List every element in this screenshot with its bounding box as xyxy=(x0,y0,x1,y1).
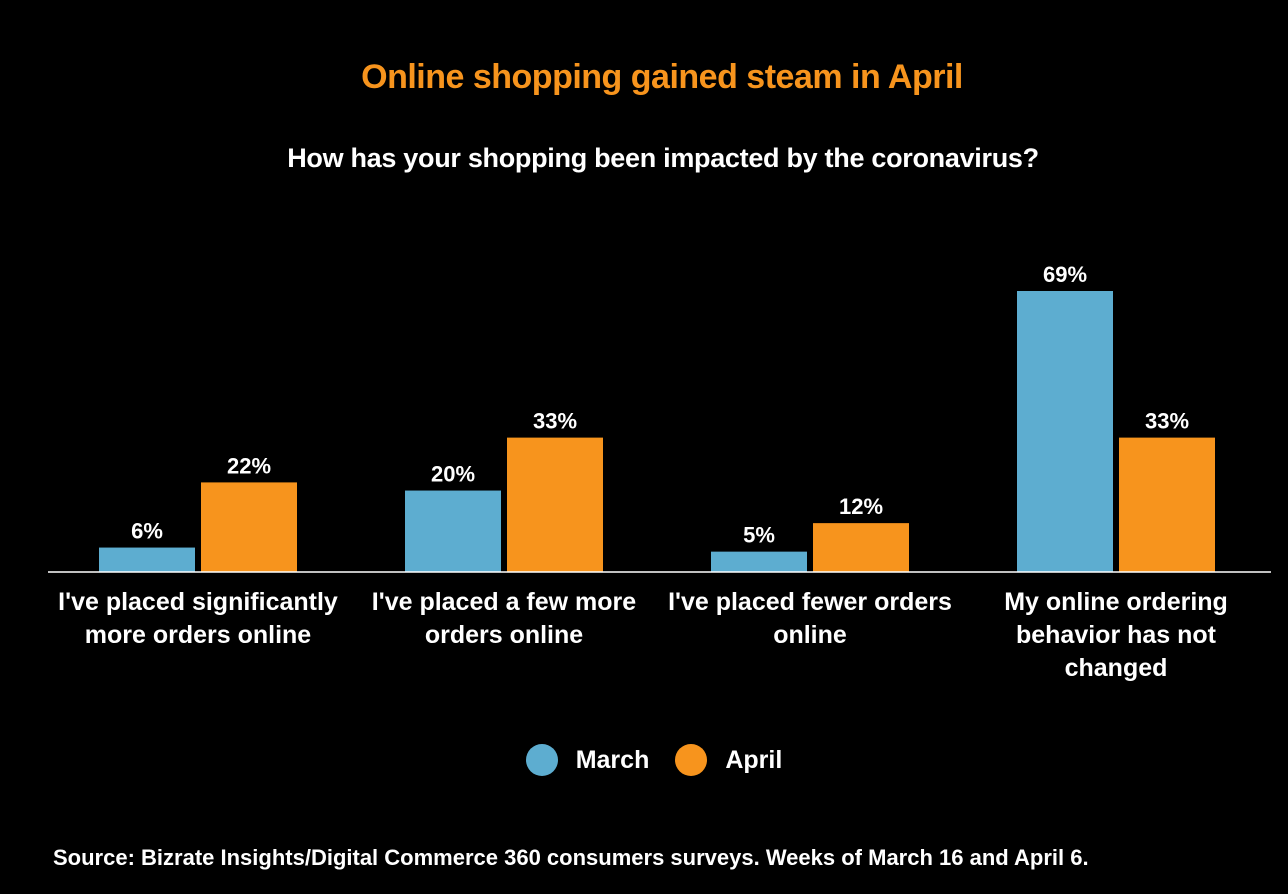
bar-march-2 xyxy=(405,490,501,572)
category-label-4: My online ordering behavior has not change… xyxy=(1004,588,1228,682)
legend-item-april: April xyxy=(675,744,782,776)
legend-label-april: April xyxy=(725,745,783,774)
bar-march-3 xyxy=(711,551,807,572)
legend-swatch-march xyxy=(525,744,558,776)
category-label-line: My online ordering xyxy=(1004,588,1228,616)
bar-april-2 xyxy=(507,437,603,572)
legend-label-march: March xyxy=(575,745,650,774)
category-label-line: changed xyxy=(1065,654,1168,682)
category-label-line: I've placed a few more xyxy=(372,588,636,616)
category-label-line: I've placed significantly xyxy=(58,588,338,616)
data-label-april-3: 12% xyxy=(839,494,883,519)
category-label-1: I've placed significantly more orders onl… xyxy=(58,588,338,649)
category-label-line: orders online xyxy=(425,621,583,649)
data-label-april-2: 33% xyxy=(533,409,577,434)
bar-april-3 xyxy=(813,523,909,572)
legend-item-march: March xyxy=(525,744,650,776)
bar-april-1 xyxy=(201,482,297,572)
data-label-march-2: 20% xyxy=(431,462,475,487)
category-label-3: I've placed fewer orders online xyxy=(668,588,952,649)
data-label-march-3: 5% xyxy=(743,523,775,548)
data-label-april-1: 22% xyxy=(227,453,271,478)
category-label-line: I've placed fewer orders xyxy=(668,588,952,616)
category-label-2: I've placed a few more orders online xyxy=(372,588,636,649)
source-note: Source: Bizrate Insights/Digital Commerc… xyxy=(53,845,1089,870)
data-label-march-1: 6% xyxy=(131,519,163,544)
data-label-april-4: 33% xyxy=(1145,409,1189,434)
category-label-line: behavior has not xyxy=(1016,621,1217,649)
category-label-line: more orders online xyxy=(85,621,312,649)
legend: March April xyxy=(0,740,1288,780)
legend-swatch-april xyxy=(675,744,708,776)
data-label-march-4: 69% xyxy=(1043,262,1087,287)
bar-april-4 xyxy=(1119,437,1215,572)
category-label-line: online xyxy=(773,621,847,649)
chart-subtitle: How has your shopping been impacted by t… xyxy=(287,143,1039,173)
chart-title: Online shopping gained steam in April xyxy=(361,58,963,96)
bar-march-1 xyxy=(99,547,195,572)
bar-march-4 xyxy=(1017,291,1113,572)
